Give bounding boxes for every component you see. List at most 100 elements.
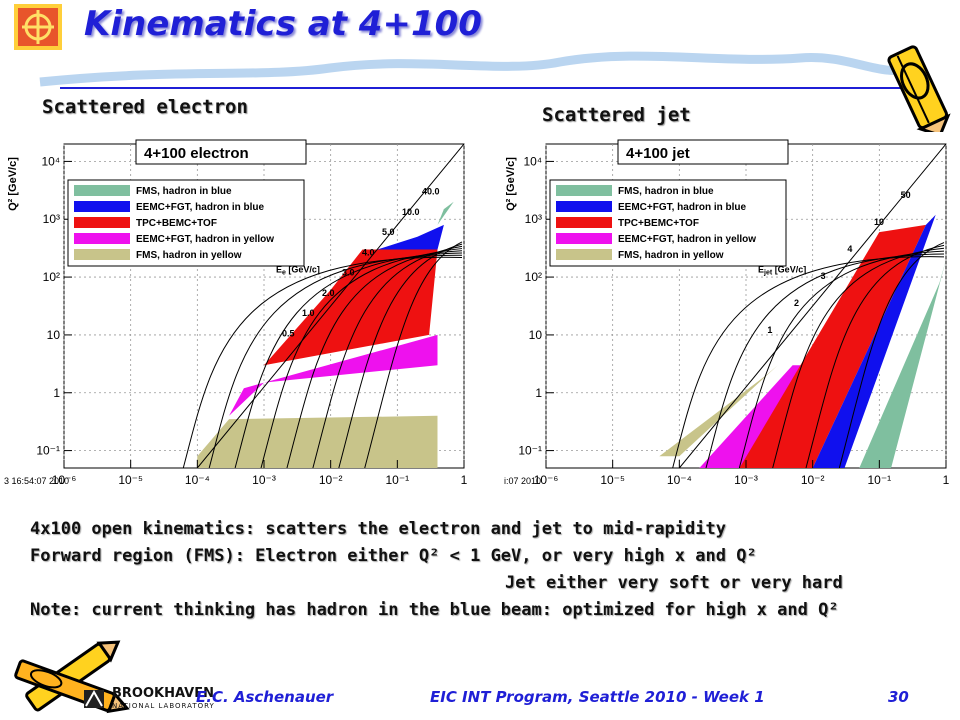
energy-contour-line — [260, 250, 463, 468]
energy-value-label: 5.0 — [382, 227, 395, 237]
energy-contour-line — [364, 241, 463, 468]
series-region — [739, 224, 926, 468]
energy-contour-line — [338, 243, 463, 468]
kinematic-limit-line — [196, 144, 464, 468]
electron-plot-panel: 0.5 1.0 2.0 3.0 4.0 5.0 10.0 40.0 Ee [GeV/c] 10⁻⁶… — [2, 132, 478, 501]
bullet-item: Jet either very soft or very hard — [505, 573, 843, 593]
lab-subname: NATIONAL LABORATORY — [112, 702, 215, 710]
y-axis-label: Q² [GeV/c] — [505, 157, 517, 211]
plot-area — [659, 144, 946, 468]
y-tick-label: 1 — [535, 386, 542, 400]
plot-timestamp: 3 16:54:07 2010 — [4, 476, 70, 486]
jet-plot-panel: 1 2 3 4 10 50 Ejet [GeV/c] 10⁻⁶ 10⁻⁵ 10⁻⁴ 10⁻³ 10⁻²… — [500, 132, 958, 501]
x-tick-label: 10⁻² — [801, 473, 825, 487]
y-tick-label: 10² — [525, 270, 542, 284]
energy-axis-unit: [GeV/c] — [772, 265, 806, 275]
energy-contour-line — [286, 248, 463, 468]
legend-label: TPC+BEMC+TOF — [618, 218, 699, 229]
y-tick-label: 10² — [43, 270, 60, 284]
bnl-emblem-icon — [84, 689, 104, 708]
energy-value-label: 40.0 — [422, 187, 440, 197]
panel-subtitle-electron: Scattered electron — [42, 96, 248, 118]
series-region — [229, 334, 438, 416]
energy-contour-line — [805, 244, 945, 468]
energy-value-label: 4.0 — [362, 247, 375, 257]
footer-author: E.C. Aschenauer — [196, 688, 334, 706]
y-tick-label: 10⁻¹ — [36, 444, 60, 458]
title-wave-decoration — [39, 51, 912, 89]
panel-subtitle-jet: Scattered jet — [542, 104, 691, 126]
x-tick-label: 10⁻¹ — [867, 473, 891, 487]
legend-swatch — [556, 249, 612, 260]
energy-value-label: 10 — [874, 217, 884, 227]
legend-swatch — [556, 217, 612, 228]
legend-label: EEMC+FGT, hadron in yellow — [618, 234, 756, 245]
bullet-list: 4x100 open kinematics: scatters the elec… — [30, 516, 843, 624]
energy-value-label: 4 — [847, 244, 852, 254]
x-tick-label: 10⁻¹ — [385, 473, 409, 487]
series-region — [264, 249, 438, 366]
x-tick-label: 10⁻⁴ — [667, 473, 692, 487]
plot-area — [182, 144, 464, 468]
legend-swatch — [74, 217, 130, 228]
bullet-item: 4x100 open kinematics: scatters the elec… — [30, 519, 726, 539]
energy-contour-line — [772, 247, 945, 468]
legend-label: TPC+BEMC+TOF — [136, 218, 217, 229]
legend-swatch — [556, 201, 612, 212]
energy-contour-line — [705, 253, 945, 468]
energy-axis-label: Ee [GeV/c] — [276, 265, 320, 277]
x-tick-label: 1 — [943, 473, 950, 487]
top-logo — [14, 4, 62, 50]
y-tick-label: 10³ — [43, 212, 60, 226]
x-axis-label: x — [453, 486, 461, 490]
atom-logo-icon — [14, 4, 62, 50]
energy-contour-line — [182, 256, 463, 468]
x-tick-label: 10⁻⁵ — [118, 473, 143, 487]
legend-swatch — [74, 249, 130, 260]
energy-contour-line — [838, 242, 945, 468]
energy-contour-line — [738, 250, 945, 468]
x-tick-label: 10⁻⁶ — [534, 473, 559, 487]
footer-page-number: 30 — [888, 688, 909, 706]
pencil-icon — [887, 45, 951, 138]
legend-label: EEMC+FGT, hadron in blue — [136, 202, 265, 213]
x-tick-label: 10⁻² — [319, 473, 343, 487]
energy-contour-line — [672, 256, 945, 468]
y-axis-label: Q² [GeV/c] — [7, 157, 19, 211]
legend-swatch — [74, 201, 130, 212]
legend-label: EEMC+FGT, hadron in blue — [618, 202, 747, 213]
kinematic-limit-line — [678, 144, 946, 468]
energy-contour-line — [208, 254, 463, 468]
energy-contour-line — [234, 252, 463, 468]
energy-value-label: 50 — [901, 190, 911, 200]
x-tick-label: 10⁻⁴ — [185, 473, 210, 487]
y-tick-label: 10⁴ — [523, 154, 542, 168]
energy-value-label: 10.0 — [402, 207, 420, 217]
plot-title: 4+100 jet — [626, 145, 690, 162]
legend-label: FMS, hadron in yellow — [136, 250, 242, 261]
energy-value-label: 1 — [767, 325, 772, 335]
legend-label: FMS, hadron in blue — [136, 186, 232, 197]
y-tick-label: 10³ — [525, 212, 542, 226]
plot-title: 4+100 electron — [144, 145, 249, 162]
energy-value-label: 1.0 — [302, 308, 315, 318]
footer-event: EIC INT Program, Seattle 2010 - Week 1 — [430, 688, 765, 706]
plot-timestamp: i:07 2010 — [504, 476, 542, 486]
series-region — [197, 415, 438, 468]
x-axis-label: x — [935, 486, 943, 490]
electron-kinematics-chart: 0.5 1.0 2.0 3.0 4.0 5.0 10.040.0 Ee [GeV/c] 10⁻⁶… — [7, 139, 468, 501]
energy-axis-sub: jet — [763, 270, 773, 277]
energy-value-label: 3 — [821, 271, 826, 281]
bullet-item: Note: current thinking has hadron in the… — [30, 600, 839, 620]
y-tick-label: 1 — [53, 386, 60, 400]
x-tick-label: 1 — [461, 473, 468, 487]
series-region — [699, 365, 813, 468]
x-tick-label: 10⁻³ — [252, 473, 276, 487]
energy-value-label: 2 — [794, 298, 799, 308]
x-tick-label: 10⁻³ — [734, 473, 758, 487]
legend-label: EEMC+FGT, hadron in yellow — [136, 234, 274, 245]
legend-label: FMS, hadron in yellow — [618, 250, 724, 261]
energy-value-label: 3.0 — [342, 268, 355, 278]
legend-label: FMS, hadron in blue — [618, 186, 714, 197]
